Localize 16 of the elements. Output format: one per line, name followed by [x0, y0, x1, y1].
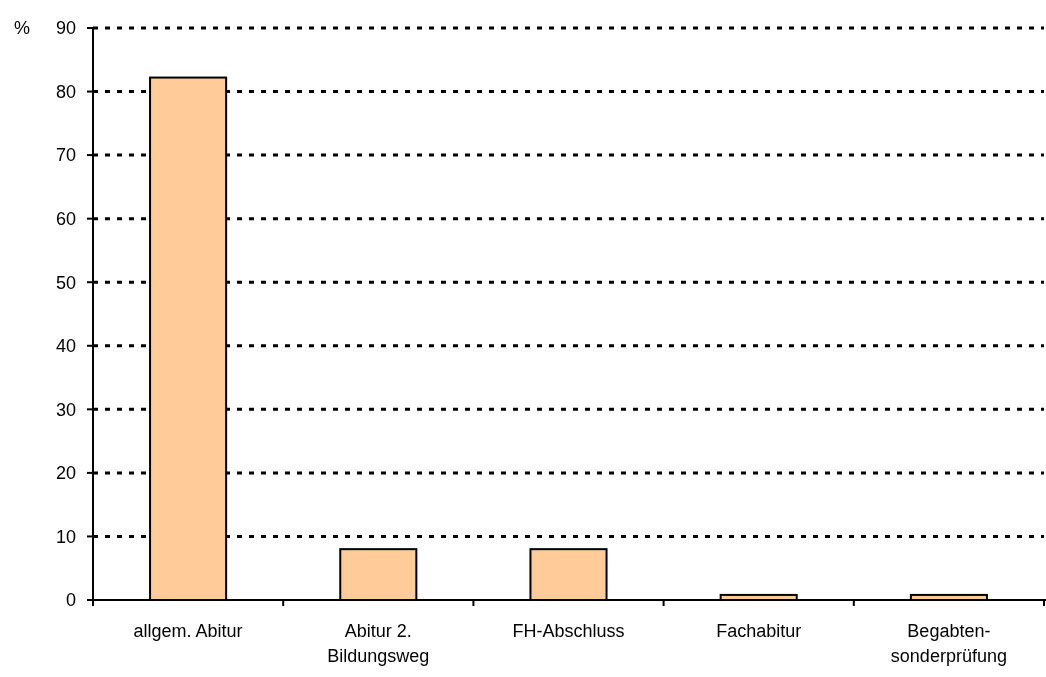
y-tick-label: 30 [55, 399, 76, 420]
y-tick-label: 80 [55, 81, 76, 102]
y-tick-label: 40 [55, 336, 76, 357]
y-tick-label: 20 [55, 463, 76, 484]
y-tick-label: 60 [55, 208, 76, 229]
x-tick-label: Abitur 2. Bildungsweg [327, 621, 430, 666]
x-tick-label: Begabten- sonderprüfung [890, 621, 1007, 666]
y-tick-label: 0 [65, 590, 76, 611]
y-tick-label: 70 [55, 145, 76, 166]
x-tick-label: FH-Abschluss [512, 621, 625, 641]
x-tick-label: allgem. Abitur [133, 621, 243, 641]
y-tick-label: 90 [55, 18, 76, 39]
y-tick-label: 50 [55, 272, 76, 293]
y-axis-title: % [13, 18, 31, 39]
x-tick-label: Fachabitur [716, 621, 802, 641]
y-tick-label: 10 [55, 526, 76, 547]
